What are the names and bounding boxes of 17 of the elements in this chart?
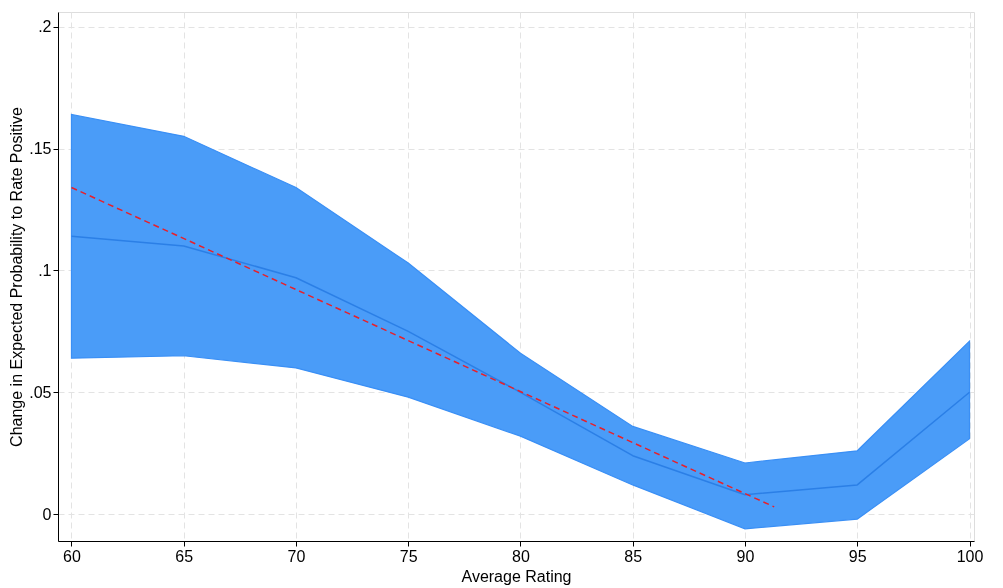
- x-axis-title: Average Rating: [461, 567, 572, 585]
- y-axis-title: Change in Expected Probability to Rate Positive: [8, 107, 26, 447]
- y-tick-label: .05: [29, 383, 52, 401]
- line-series: [70, 235, 971, 496]
- x-tick-label: 60: [63, 547, 81, 565]
- y-tick-label: 0: [42, 505, 52, 523]
- x-tick-label: 70: [287, 547, 306, 565]
- y-tick-label: .15: [29, 140, 52, 158]
- x-tick-label: 85: [624, 547, 643, 565]
- y-tick-label: .1: [38, 261, 52, 279]
- x-tick-label: 100: [956, 547, 984, 565]
- y-tick-label: .2: [38, 18, 52, 36]
- x-tick-label: 90: [736, 547, 755, 565]
- x-tick-label: 95: [848, 547, 867, 565]
- x-tick-label: 75: [399, 547, 418, 565]
- x-tick-label: 65: [175, 547, 194, 565]
- x-tick-label: 80: [512, 547, 530, 565]
